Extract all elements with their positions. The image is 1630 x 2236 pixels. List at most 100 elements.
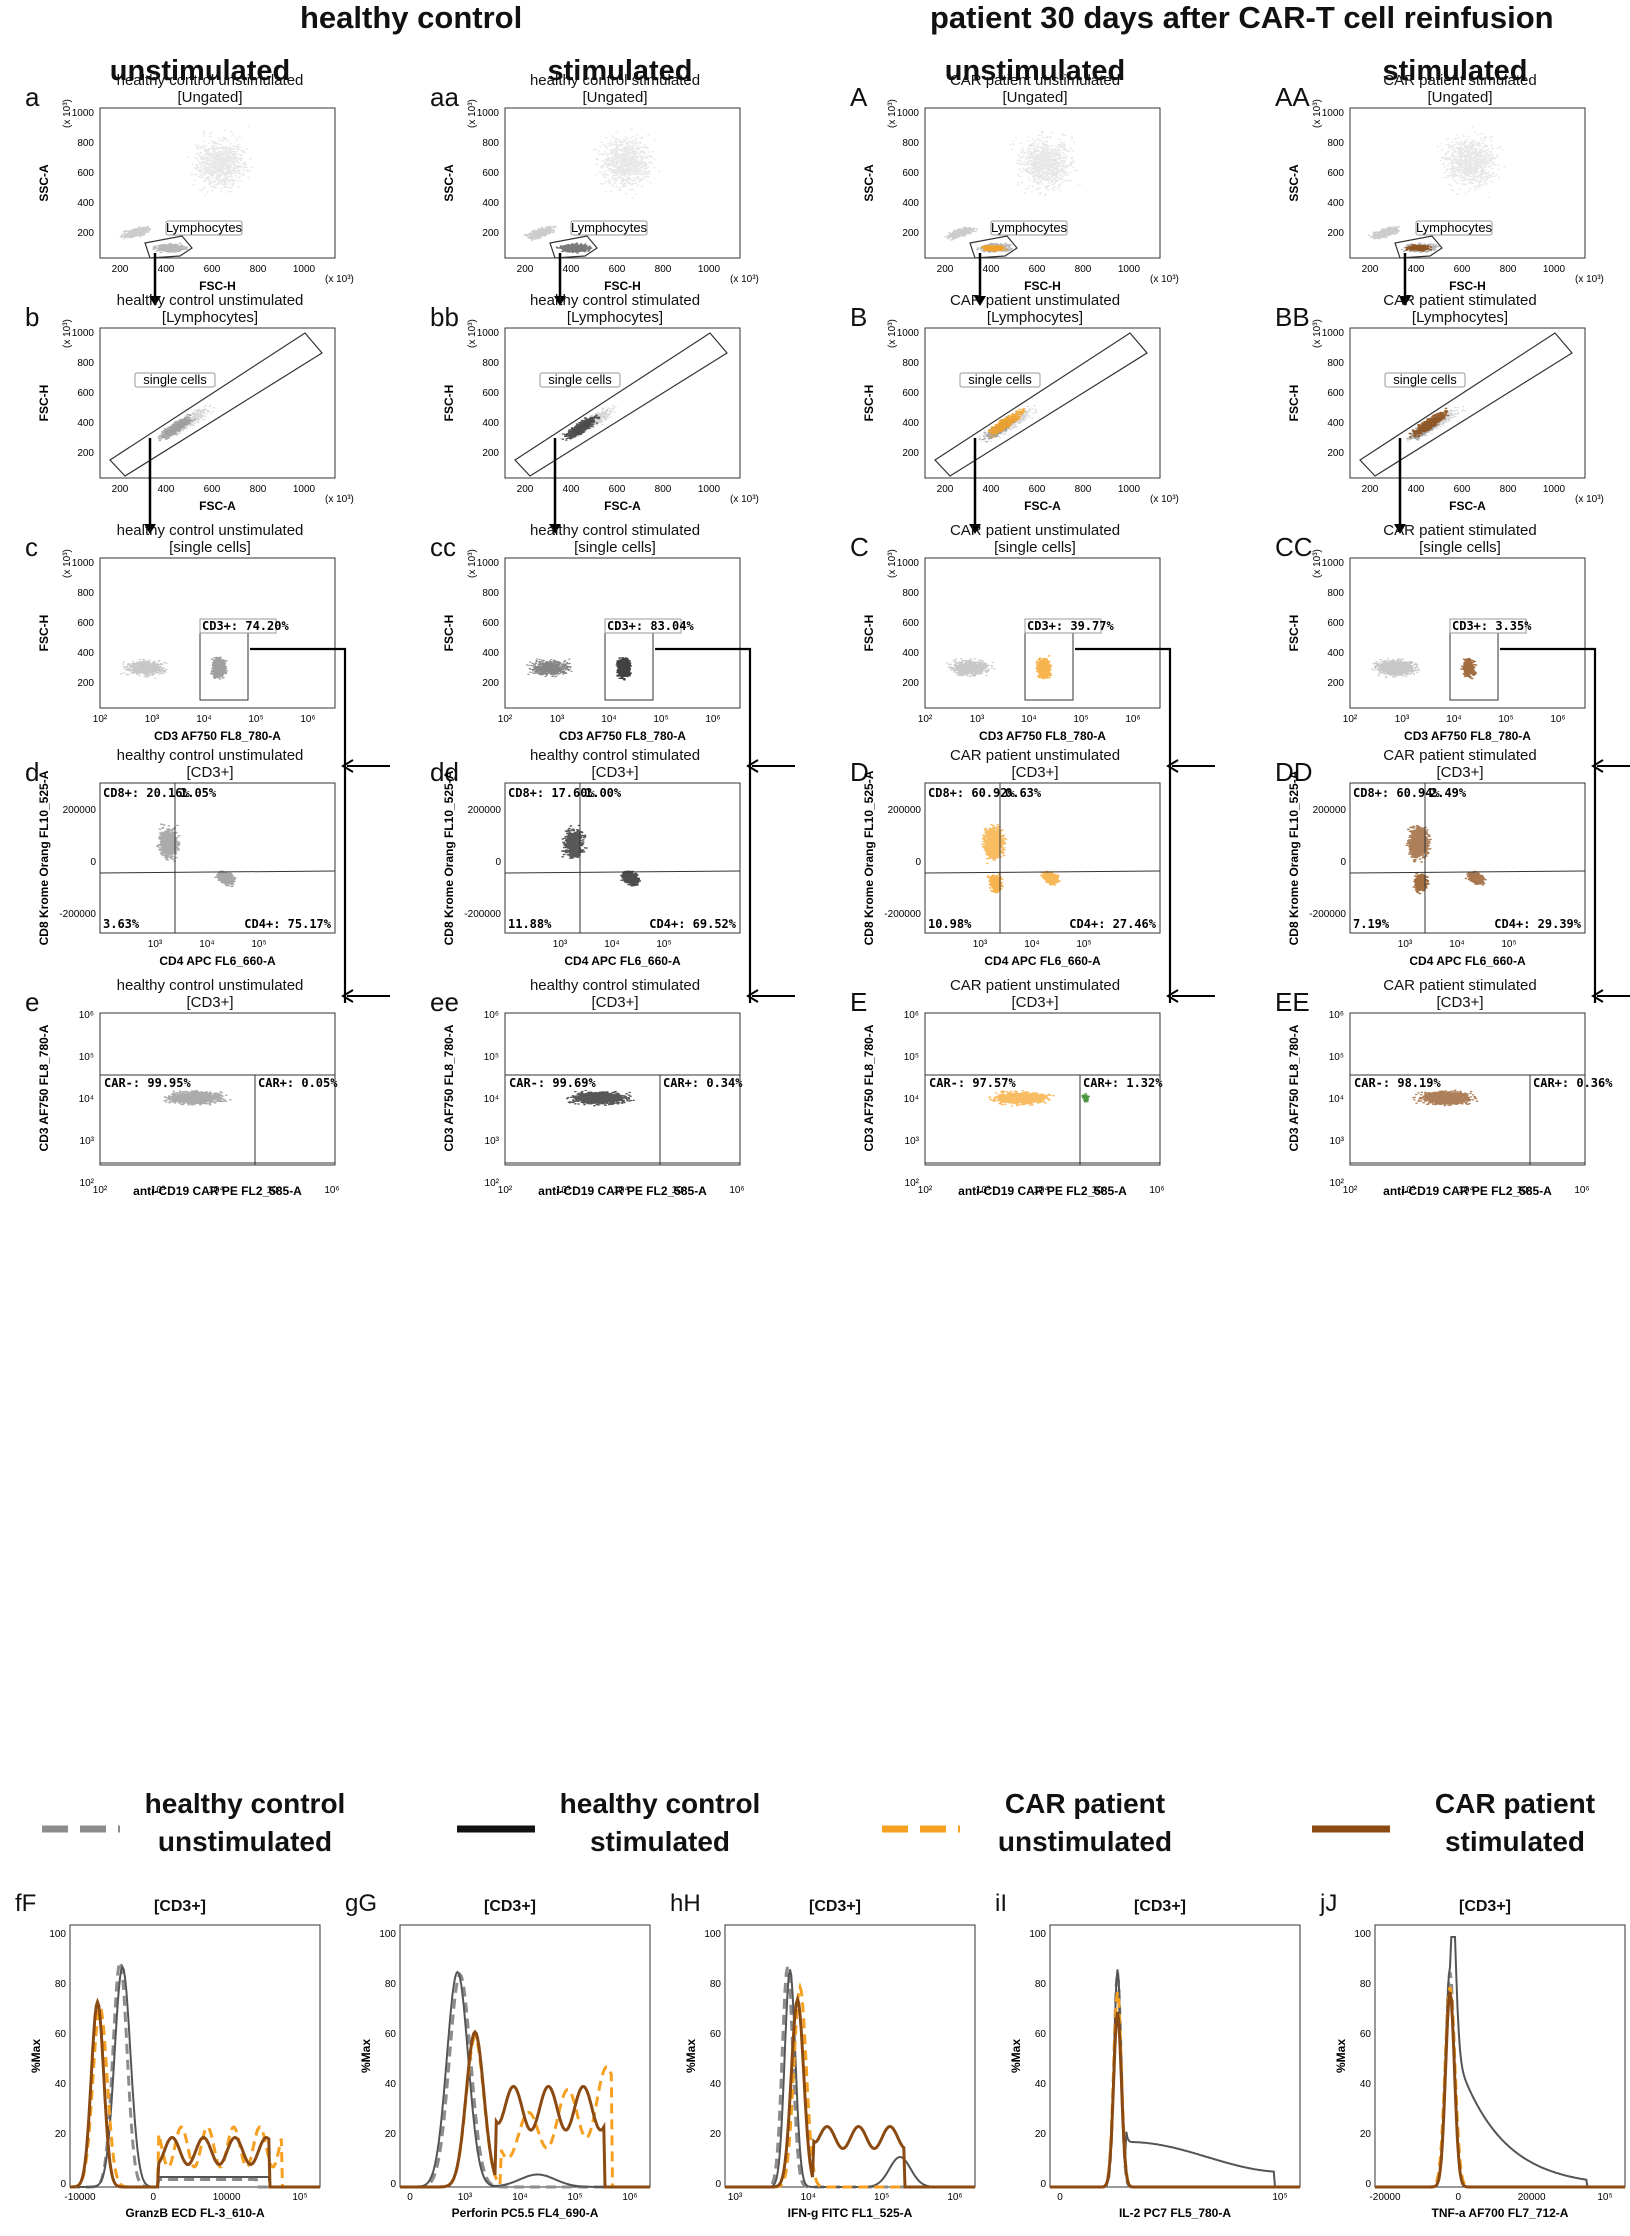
quadrant-ul: CD8+: 60.94% xyxy=(1353,786,1440,800)
histogram-plot: 100 80 60 40 20 0 %Max -20000 0 20000 10⁵ TNF-a AF7… xyxy=(1334,1924,1626,2220)
y-axis-label: CD8 Krome Orang FL10_525-A xyxy=(1287,770,1301,945)
plot-panel-AA: AA CAR patient stimulated [Ungated] SSC-A FS… xyxy=(1250,72,1630,306)
event-cloud xyxy=(186,126,253,196)
y-tick: 0 xyxy=(1340,857,1346,868)
car-pos-label: CAR+: 0.34% xyxy=(663,1076,743,1090)
y-axis-label: CD8 Krome Orang FL10_525-A xyxy=(862,770,876,945)
y-tick: 20 xyxy=(385,2129,397,2140)
plot-title: healthy control stimulated [Lymphocytes] xyxy=(435,292,795,326)
x-tick: 600 xyxy=(609,484,626,495)
event-cloud xyxy=(1405,825,1432,863)
plot-panel-dd: dd healthy control stimulated [CD3+] CD8 Kr… xyxy=(405,747,795,975)
y-tick: 60 xyxy=(1360,2029,1372,2040)
x-tick: 10² xyxy=(1343,1185,1358,1196)
plot-panel-a: a healthy control unstimulated [Ungated] SS… xyxy=(0,72,380,306)
y-tick: 1000 xyxy=(72,558,95,569)
event-cloud xyxy=(1405,244,1433,252)
event-cloud xyxy=(561,824,588,859)
plot-title-line1: CAR patient stimulated xyxy=(1383,292,1537,309)
plot-frame xyxy=(924,782,1161,934)
x-tick: 10⁶ xyxy=(1550,714,1565,725)
plot-title: CAR patient stimulated [single cells] xyxy=(1280,522,1630,556)
gate-label: single cells xyxy=(1393,372,1457,387)
plot-title: healthy control stimulated [CD3+] xyxy=(435,747,795,781)
y-tick: 1000 xyxy=(477,108,500,119)
y-tick: 400 xyxy=(902,198,919,209)
quadrant-ur: 2.49% xyxy=(1430,786,1467,800)
histogram-panel-gG: gG [CD3+] 100 80 60 40 20 0 %Max 0 10³ 10⁴ 10⁵ 10⁶ Per… xyxy=(345,1890,655,2230)
plot-data xyxy=(157,404,216,442)
x-tick: 10⁶ xyxy=(622,2192,637,2203)
y-unit: (x 10³) xyxy=(887,549,898,578)
gate-label-box xyxy=(1449,618,1527,634)
panel-letter: D xyxy=(850,757,869,787)
histogram-title: [CD3+] xyxy=(1133,1898,1186,1915)
plot-frame xyxy=(1349,327,1586,479)
panel-letter: c xyxy=(25,532,38,562)
gate-label-box xyxy=(604,618,682,634)
y-unit: (x 10³) xyxy=(467,99,478,128)
x-tick: 10⁴ xyxy=(196,714,211,725)
panel-letter: E xyxy=(850,987,868,1017)
gate-label-box xyxy=(507,1076,602,1090)
y-tick: 10⁴ xyxy=(1329,1094,1344,1105)
scatter-plot: SSC-A FSC-H 200 400 600 800 1000 200 400 600 800 10… xyxy=(1287,99,1604,306)
legend-label: healthy control stimulated xyxy=(550,1785,770,1861)
plot-title-line1: CAR patient stimulated xyxy=(1383,72,1537,89)
subheader-car-unstim: unstimulated xyxy=(944,55,1126,87)
x-tick: 400 xyxy=(158,264,175,275)
y-axis-label: %Max xyxy=(684,2039,698,2073)
panel-letter: a xyxy=(25,82,40,112)
x-tick: 20000 xyxy=(1518,2192,1546,2203)
arrow-head xyxy=(549,524,561,534)
legend-label: CAR patient unstimulated xyxy=(975,1785,1195,1861)
plot-title-line2: [Ungated] xyxy=(1427,89,1493,106)
event-cloud xyxy=(561,414,601,441)
y-tick: 100 xyxy=(49,1929,66,1940)
plot-title: healthy control unstimulated [Lymphocytes… xyxy=(30,292,390,326)
plot-title-line2: [CD3+] xyxy=(1011,994,1059,1011)
y-tick: 100 xyxy=(379,1929,396,1940)
plot-data xyxy=(561,824,642,887)
quadrant-lr: CD4+: 27.46% xyxy=(1069,917,1156,931)
plot-title-line1: healthy control unstimulated xyxy=(116,522,304,539)
y-tick: 600 xyxy=(482,168,499,179)
arrow-head xyxy=(1166,759,1179,773)
y-tick: 600 xyxy=(482,618,499,629)
plot-panel-B: B CAR patient unstimulated [Lymphocytes] FS… xyxy=(825,292,1205,534)
plot-data xyxy=(565,1089,635,1107)
x-unit: (x 10³) xyxy=(1150,274,1179,285)
y-tick: 80 xyxy=(1035,1979,1047,1990)
x-axis-label: FSC-A xyxy=(199,499,236,513)
y-tick: 60 xyxy=(55,2029,67,2040)
y-tick: 800 xyxy=(482,358,499,369)
y-tick: 10⁵ xyxy=(904,1052,919,1063)
plot-panel-D: D CAR patient unstimulated [CD3+] CD8 Krome… xyxy=(825,747,1215,975)
x-tick: 10⁵ xyxy=(1076,939,1091,950)
x-tick: 600 xyxy=(204,484,221,495)
y-axis-label: FSC-H xyxy=(442,385,456,422)
y-tick: 400 xyxy=(77,198,94,209)
legend-label-line1: healthy control xyxy=(144,1788,346,1819)
event-cloud xyxy=(1412,872,1430,895)
quadrant-h xyxy=(1349,870,1586,874)
y-tick: 10⁶ xyxy=(904,1010,919,1021)
arrow-head xyxy=(746,759,759,773)
plot-title: CAR patient stimulated [CD3+] xyxy=(1280,977,1630,1011)
x-unit: (x 10³) xyxy=(730,494,759,505)
x-tick: 400 xyxy=(563,264,580,275)
y-axis-label: SSC-A xyxy=(442,164,456,202)
x-tick: 10² xyxy=(93,714,108,725)
subheader-car-stim: stimulated xyxy=(1382,55,1528,87)
x-tick: 10⁵ xyxy=(266,1185,281,1196)
x-unit: (x 10³) xyxy=(1575,274,1604,285)
x-tick: 0 xyxy=(407,2192,413,2203)
scatter-plot: SSC-A FSC-H 200 400 600 800 1000 200 400 600 800 10… xyxy=(442,99,759,306)
x-tick: 400 xyxy=(158,484,175,495)
plot-data xyxy=(1405,825,1487,895)
event-cloud xyxy=(1081,1093,1091,1103)
x-tick: 800 xyxy=(1500,264,1517,275)
y-axis-label: SSC-A xyxy=(862,164,876,202)
quadrant-ll: 7.19% xyxy=(1353,917,1390,931)
plot-title-line2: [CD3+] xyxy=(186,994,234,1011)
